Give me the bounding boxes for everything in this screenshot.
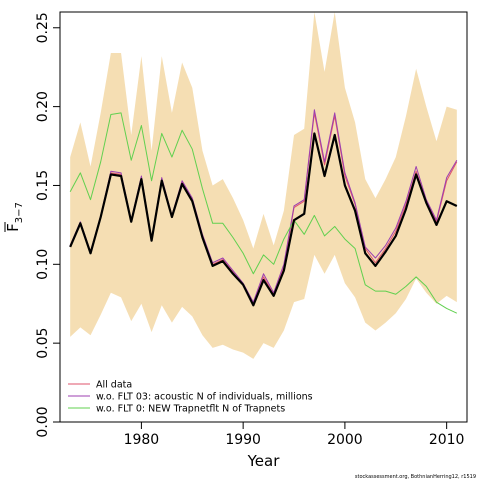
y-tick-label-0.10: 0.10 xyxy=(35,249,51,280)
y-axis-title-group: F3−7 xyxy=(4,202,25,232)
x-tick-label-1990: 1990 xyxy=(225,432,261,448)
y-tick-label-0.00: 0.00 xyxy=(35,406,51,437)
x-axis-title: Year xyxy=(247,452,281,470)
series-line-3 xyxy=(69,112,458,314)
confidence-band xyxy=(70,12,457,359)
series-line-4 xyxy=(69,132,458,307)
confidence-band-layer xyxy=(70,12,457,359)
y-axis: 0.00 0.05 0.10 0.15 0.20 0.25 xyxy=(35,12,60,438)
legend-label-1: All data xyxy=(96,380,132,391)
x-tick-label-2010: 2010 xyxy=(429,432,465,448)
x-axis: 1980 1990 2000 2010 xyxy=(124,422,465,448)
legend-label-3: w.o. FLT 0: NEW Trapnetflt N of Trapnets xyxy=(96,404,285,415)
credit-note: stockassessment.org, BothnianHerring12, … xyxy=(355,474,476,480)
plot-frame xyxy=(59,11,468,423)
y-tick-label-0.20: 0.20 xyxy=(35,91,51,122)
series-layer xyxy=(69,109,458,314)
legend-label-2: w.o. FLT 03: acoustic N of individuals, … xyxy=(96,392,313,403)
y-axis-title-subscript: 3−7 xyxy=(14,202,25,223)
y-tick-label-0.25: 0.25 xyxy=(35,12,51,43)
y-tick-label-0.15: 0.15 xyxy=(35,170,51,201)
y-axis-title: F3−7 xyxy=(4,202,25,232)
x-tick-label-2000: 2000 xyxy=(327,432,363,448)
y-axis-title-main: F xyxy=(4,223,22,232)
y-tick-label-0.05: 0.05 xyxy=(35,328,51,359)
x-tick-label-1980: 1980 xyxy=(124,432,160,448)
